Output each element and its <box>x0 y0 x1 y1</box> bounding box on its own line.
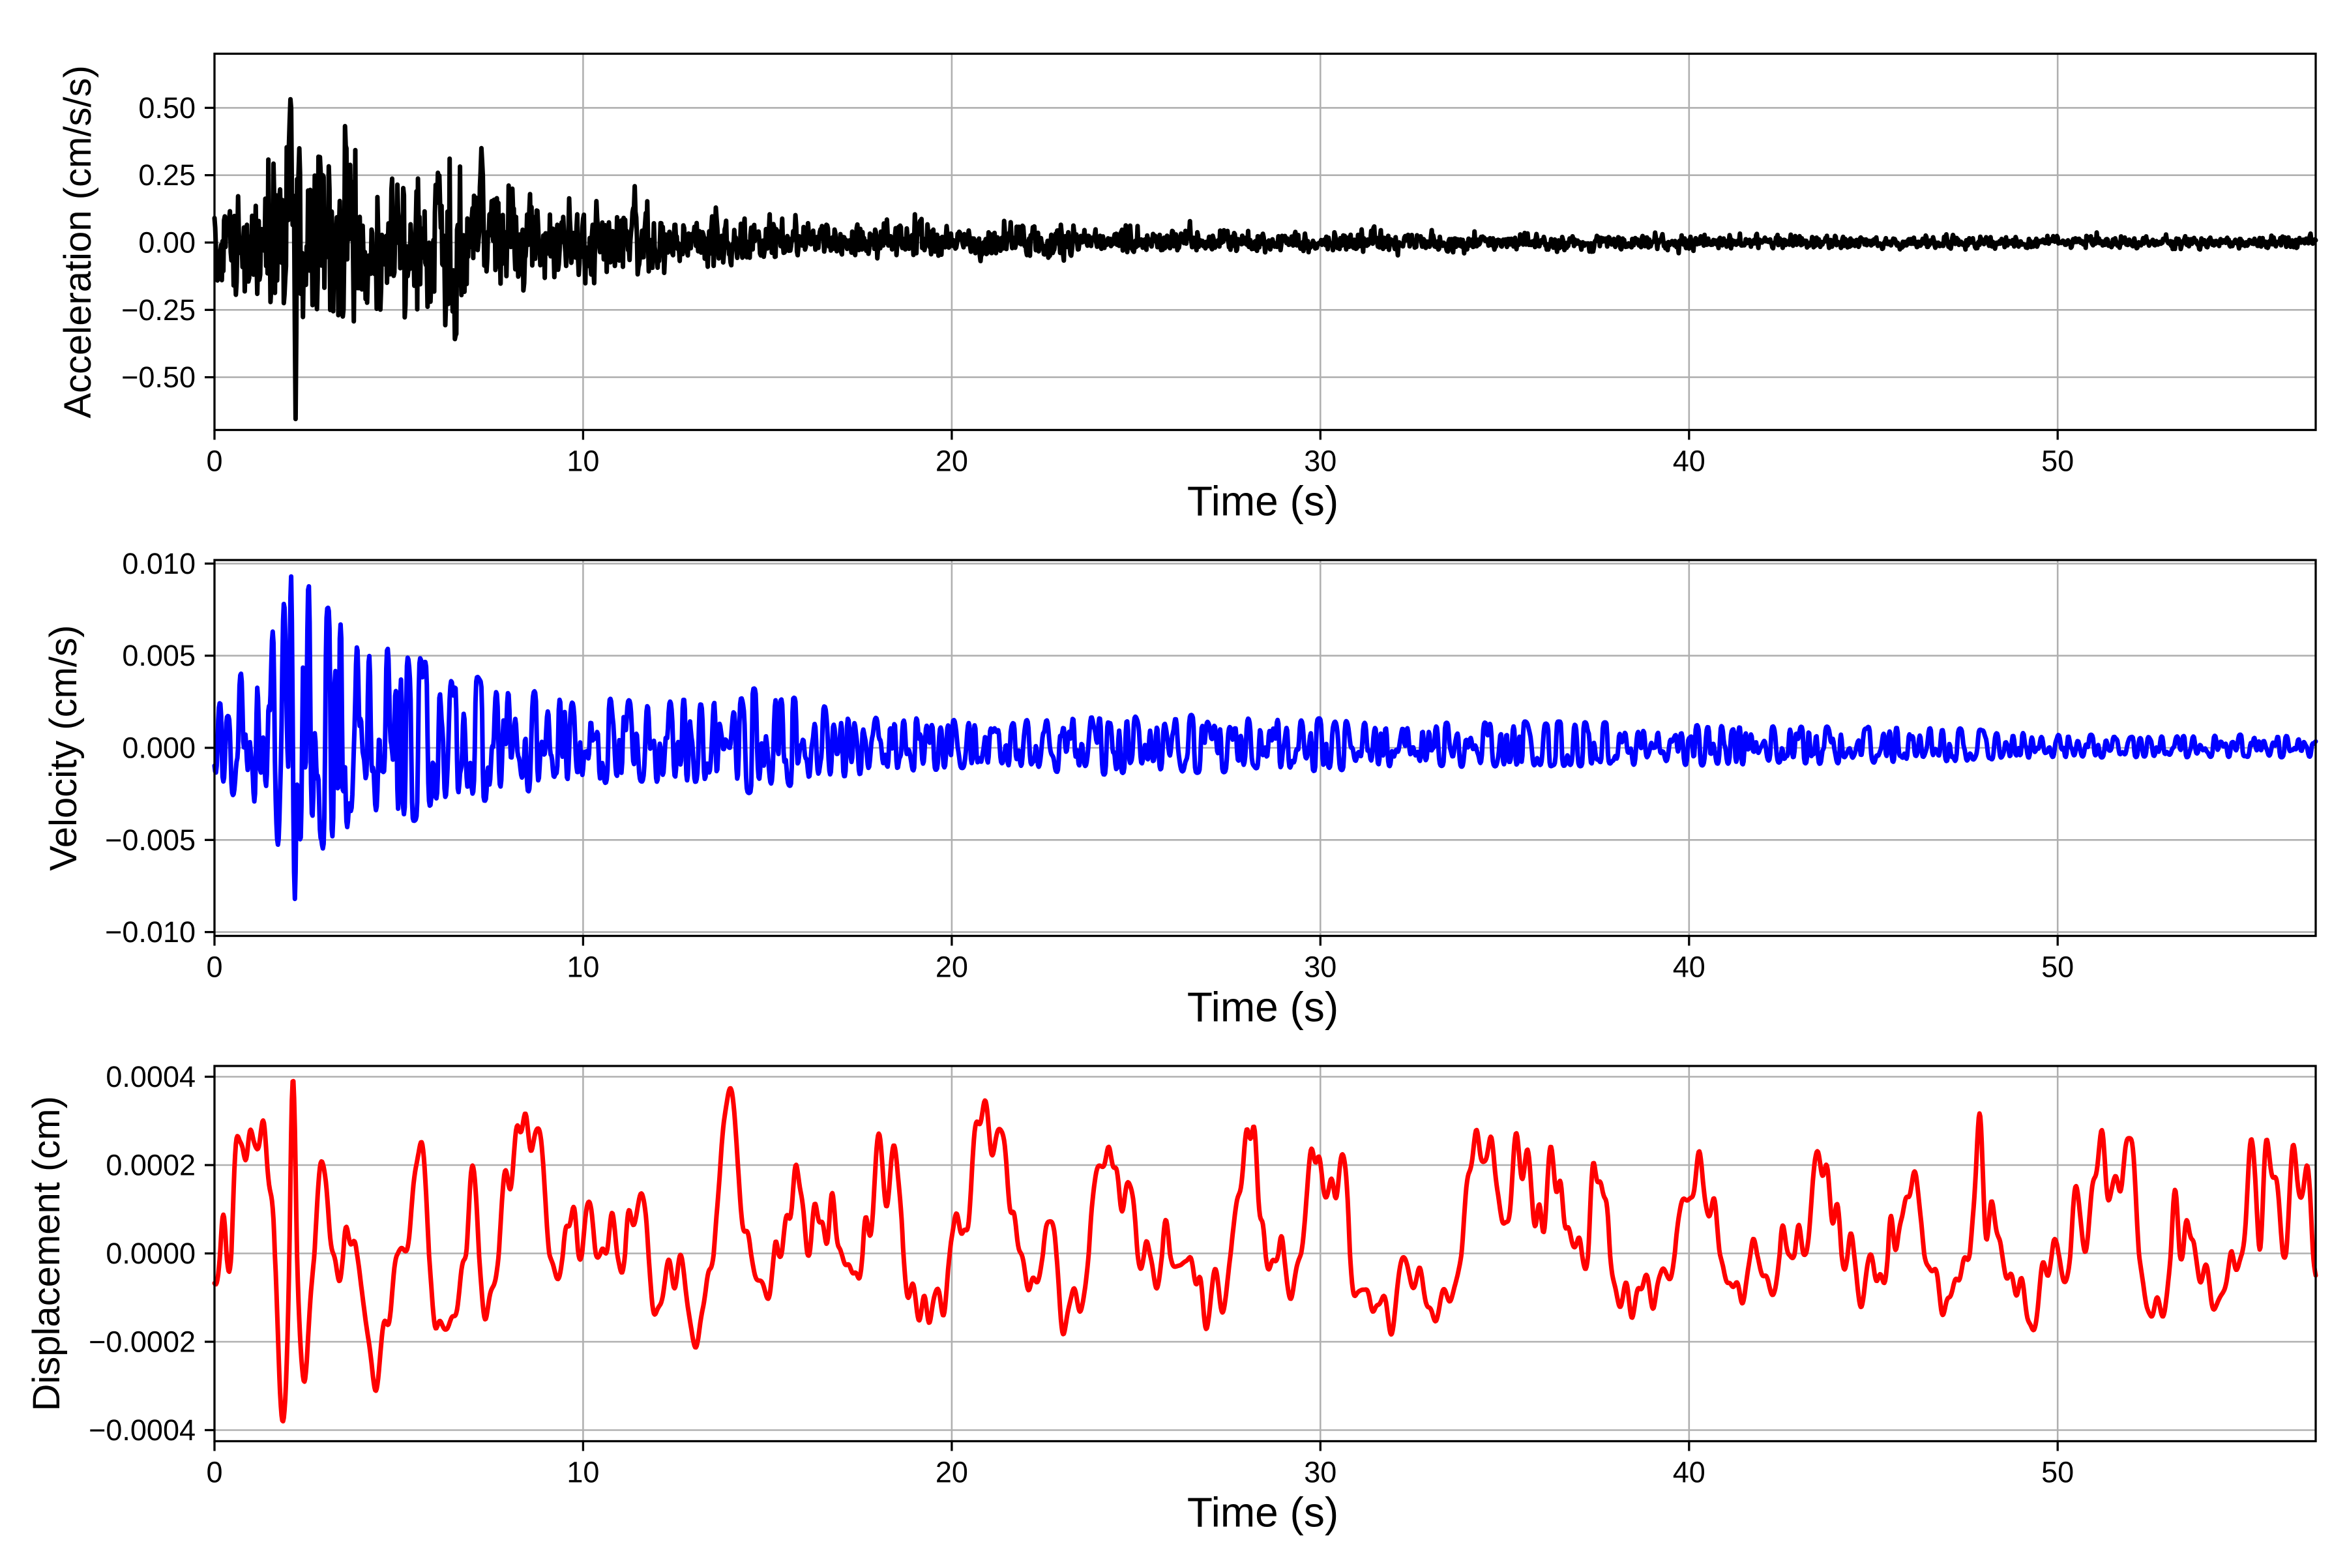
svg-text:50: 50 <box>2041 951 2074 984</box>
svg-text:40: 40 <box>1673 445 1705 478</box>
svg-text:0.50: 0.50 <box>138 91 196 125</box>
svg-text:−0.0004: −0.0004 <box>89 1413 196 1447</box>
svg-text:Velocity (cm/s): Velocity (cm/s) <box>42 625 85 871</box>
svg-text:0.0004: 0.0004 <box>106 1060 196 1093</box>
svg-text:50: 50 <box>2041 1456 2074 1489</box>
svg-text:50: 50 <box>2041 445 2074 478</box>
svg-text:0.000: 0.000 <box>122 732 196 765</box>
svg-text:−0.005: −0.005 <box>105 823 196 857</box>
svg-text:10: 10 <box>567 951 599 984</box>
svg-text:0: 0 <box>206 951 222 984</box>
svg-text:40: 40 <box>1673 1456 1705 1489</box>
svg-text:Time (s): Time (s) <box>1187 478 1338 525</box>
svg-text:Time (s): Time (s) <box>1187 1489 1338 1536</box>
svg-text:Acceleration (cm/s/s): Acceleration (cm/s/s) <box>57 65 99 418</box>
svg-text:Displacement (cm): Displacement (cm) <box>25 1096 68 1411</box>
svg-text:10: 10 <box>567 1456 599 1489</box>
svg-text:0.0000: 0.0000 <box>106 1237 196 1270</box>
svg-text:0.010: 0.010 <box>122 547 196 580</box>
svg-text:−0.25: −0.25 <box>121 293 196 327</box>
svg-text:0: 0 <box>206 445 222 478</box>
svg-text:20: 20 <box>936 951 968 984</box>
svg-text:Time (s): Time (s) <box>1187 984 1338 1031</box>
svg-text:30: 30 <box>1304 951 1336 984</box>
svg-text:40: 40 <box>1673 951 1705 984</box>
svg-text:30: 30 <box>1304 445 1336 478</box>
svg-text:0.005: 0.005 <box>122 639 196 672</box>
svg-text:10: 10 <box>567 445 599 478</box>
svg-text:−0.010: −0.010 <box>105 915 196 949</box>
svg-text:30: 30 <box>1304 1456 1336 1489</box>
svg-text:0.00: 0.00 <box>138 226 196 259</box>
svg-text:20: 20 <box>936 1456 968 1489</box>
svg-text:0.0002: 0.0002 <box>106 1149 196 1182</box>
svg-text:−0.50: −0.50 <box>121 361 196 394</box>
svg-text:20: 20 <box>936 445 968 478</box>
svg-text:0.25: 0.25 <box>138 158 196 192</box>
svg-text:0: 0 <box>206 1456 222 1489</box>
svg-text:−0.0002: −0.0002 <box>89 1325 196 1359</box>
